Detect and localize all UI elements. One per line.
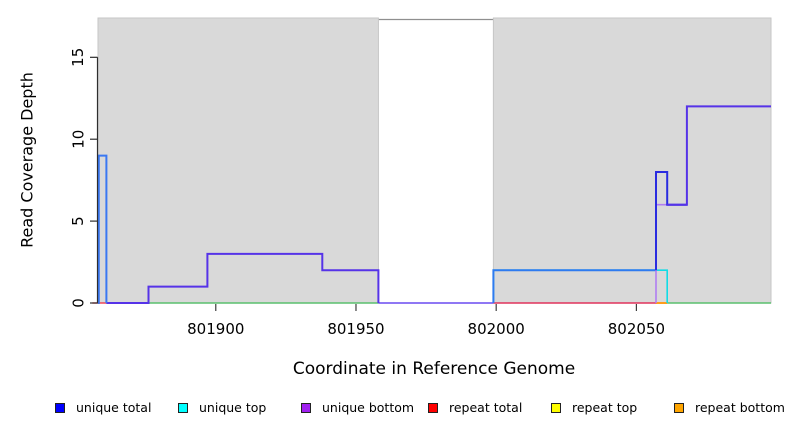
x-tick-label: 801900: [187, 320, 244, 338]
coverage-plot: 0 5 10 15 801900 801950 802000 802050: [69, 17, 772, 338]
legend-item-unique-top: unique top: [178, 400, 267, 415]
legend-swatch: [301, 402, 311, 413]
covered-region: [492, 17, 772, 304]
x-tick-label: 801950: [327, 320, 384, 338]
legend-label: unique bottom: [322, 400, 415, 415]
y-tick-label: 15: [69, 48, 87, 67]
y-axis-label: Read Coverage Depth: [17, 72, 37, 248]
line-blue-total-2level: [492, 269, 656, 303]
x-axis-label: Coordinate in Reference Genome: [292, 359, 576, 379]
legend-label: repeat total: [449, 400, 523, 415]
legend-item-repeat-bottom: repeat bottom: [674, 400, 785, 415]
y-tick-label: 5: [69, 216, 87, 226]
x-tick-label: 802000: [468, 320, 525, 338]
covered-region: [97, 17, 379, 304]
line-violet-left-steps: [106, 252, 380, 304]
legend-label: repeat bottom: [695, 400, 785, 415]
legend-item-unique-total: unique total: [55, 400, 152, 415]
legend-item-unique-bottom: unique bottom: [301, 400, 415, 415]
legend-swatch: [428, 402, 438, 413]
y-tick-label: 0: [69, 298, 87, 308]
legend-item-repeat-total: repeat total: [428, 400, 523, 415]
x-tick-label: 802050: [608, 320, 665, 338]
line-blue-spike: [97, 154, 108, 304]
legend-item-repeat-top: repeat top: [551, 400, 638, 415]
legend-label: unique top: [199, 400, 267, 415]
line-violet-final-12level: [667, 105, 771, 206]
legend-swatch: [551, 402, 561, 413]
legend-swatch: [674, 402, 684, 413]
legend-label: unique total: [76, 400, 152, 415]
legend-swatch: [55, 402, 65, 413]
y-tick-label: 10: [69, 130, 87, 149]
legend-swatch: [178, 402, 188, 413]
legend-label: repeat top: [572, 400, 638, 415]
